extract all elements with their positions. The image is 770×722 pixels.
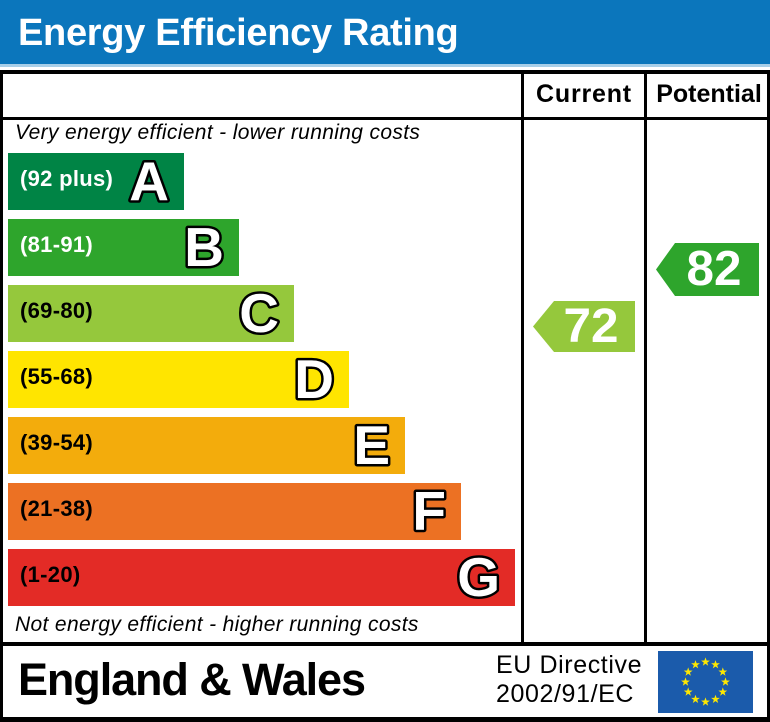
svg-text:G: G (457, 549, 500, 606)
svg-text:82: 82 (687, 243, 742, 296)
svg-text:F: F (412, 483, 446, 540)
svg-text:C: C (239, 285, 279, 342)
svg-text:E: E (353, 417, 390, 474)
svg-text:D: D (294, 351, 334, 408)
svg-text:B: B (184, 219, 224, 276)
svg-text:72: 72 (564, 301, 619, 352)
svg-text:A: A (129, 153, 169, 210)
